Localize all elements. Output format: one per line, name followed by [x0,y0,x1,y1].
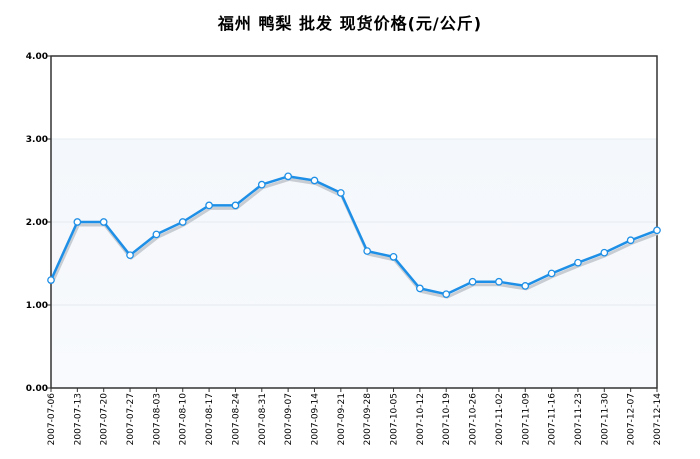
plot-border [50,55,658,389]
data-point [521,282,530,290]
x-tick-label: 2007-07-06 [47,393,57,446]
data-point [574,258,582,267]
x-tick-label: 2007-08-03 [152,393,162,445]
data-point [310,176,319,185]
data-point [468,277,477,286]
x-tick-label: 2007-07-13 [73,393,83,445]
data-point [442,290,451,299]
data-point [126,251,134,260]
x-tick-label: 2007-08-31 [258,393,268,445]
data-point [73,218,82,226]
x-tick-label: 2007-11-02 [495,393,505,445]
data-point [626,236,635,245]
data-point [416,284,424,293]
data-point [600,248,609,257]
series-line [49,175,658,296]
x-tick-label: 2007-12-07 [627,393,637,445]
data-point [495,277,503,286]
x-tick-label: 2007-09-28 [363,393,373,446]
y-tick-label: 3.00 [26,135,48,145]
data-point [152,230,161,239]
data-point [47,276,55,284]
data-point [363,247,372,255]
data-point [99,218,108,226]
data-point [284,172,292,181]
data-point [547,269,556,278]
data-point [178,218,187,226]
data-point [231,201,240,210]
x-tick-label: 2007-08-17 [205,393,215,445]
data-point [336,189,345,197]
x-tick-label: 2007-08-10 [179,393,189,446]
x-tick-label: 2007-09-07 [284,393,294,445]
y-tick-label: 2.00 [26,218,48,228]
x-tick-label: 2007-11-23 [574,393,584,445]
plot-band [51,139,657,388]
data-point [653,226,661,235]
x-tick-label: 2007-11-30 [600,393,610,446]
x-tick-label: 2007-11-16 [548,393,558,446]
y-tick-label: 0.00 [26,384,48,394]
x-tick-label: 2007-12-14 [653,393,663,446]
x-tick-label: 2007-07-27 [126,393,136,445]
y-tick-label: 4.00 [26,52,48,62]
x-tick-label: 2007-07-20 [100,393,110,446]
x-tick-label: 2007-10-12 [416,393,426,445]
x-tick-label: 2007-09-21 [337,393,347,445]
data-point [389,253,398,261]
y-tick-label: 1.00 [26,301,48,311]
data-point [257,180,266,189]
data-point [205,201,213,210]
x-tick-label: 2007-10-05 [390,393,400,445]
x-tick-label: 2007-09-14 [310,393,320,446]
x-tick-label: 2007-10-26 [469,393,479,446]
x-tick-label: 2007-08-24 [231,393,241,446]
x-tick-label: 2007-11-09 [521,393,531,446]
chart-title: 福州 鸭梨 批发 现货价格(元/公斤) [217,14,483,33]
x-tick-label: 2007-10-19 [442,393,452,446]
